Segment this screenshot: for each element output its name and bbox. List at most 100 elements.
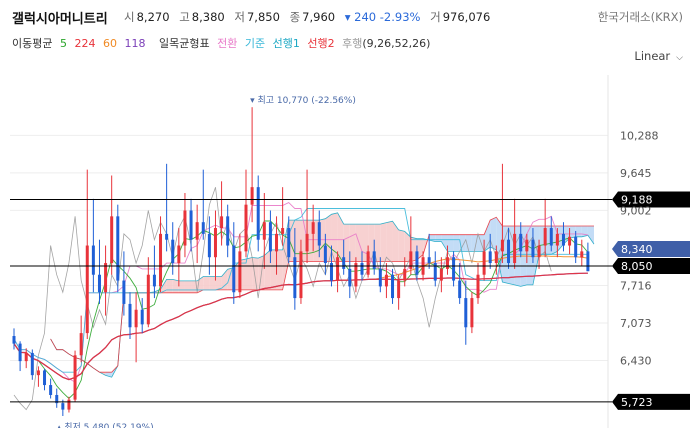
cloud-segment xyxy=(587,225,594,245)
cloud-segment xyxy=(264,249,271,290)
candle-body xyxy=(110,216,114,264)
conversion-label[interactable]: 전환 xyxy=(217,37,238,50)
cloud-segment xyxy=(294,220,301,262)
candle-body xyxy=(427,257,431,264)
cloud-segment xyxy=(471,234,478,252)
candle-body xyxy=(171,239,175,264)
candles xyxy=(12,107,590,416)
ichimoku-label[interactable]: 일목균형표 xyxy=(158,37,210,50)
ichimoku-cloud xyxy=(50,212,594,378)
span2-label[interactable]: 선행2 xyxy=(307,37,335,50)
cloud-segment xyxy=(380,222,387,262)
candle-body xyxy=(305,233,309,252)
candle-body xyxy=(580,251,584,258)
candle-body xyxy=(403,268,407,281)
lagging-label[interactable]: 후행 xyxy=(342,37,363,50)
candle-body xyxy=(397,280,401,299)
candle-body xyxy=(329,263,333,281)
ma60-label[interactable]: 60 xyxy=(102,37,117,50)
candle-body xyxy=(433,263,437,281)
annotations: ▾ 최고 10,770 (-22.56%) ▴ 최저 5,480 (52.19%) xyxy=(57,95,356,428)
candle-body xyxy=(183,210,187,246)
candle-body xyxy=(342,257,346,269)
candle-body xyxy=(79,333,83,356)
candle-body xyxy=(159,233,163,287)
candle-body xyxy=(488,251,492,264)
cloud-segment xyxy=(392,221,399,262)
candle-body xyxy=(140,309,144,325)
cloud-segment xyxy=(386,221,393,262)
candle-body xyxy=(268,222,272,252)
cloud-segment xyxy=(435,234,442,242)
candle-body xyxy=(543,228,547,246)
scale-dropdown[interactable]: Linear ⌵ xyxy=(634,49,683,63)
ma-label[interactable]: 이동평균 xyxy=(12,37,53,50)
candle-body xyxy=(275,233,279,252)
y-tick-label: 10,288 xyxy=(620,129,659,142)
candle-body xyxy=(574,236,578,258)
volume-value: 976,076 xyxy=(442,10,491,24)
candle-body xyxy=(104,263,108,293)
cloud-segment xyxy=(539,225,546,255)
cloud-segment xyxy=(557,225,564,252)
candle-body xyxy=(482,251,486,275)
candle-body xyxy=(134,309,138,328)
price-tag xyxy=(612,191,690,208)
cloud-segment xyxy=(447,234,454,252)
candle-body xyxy=(537,245,541,258)
cloud-segment xyxy=(276,249,283,290)
chevron-down-icon: ⌵ xyxy=(676,53,683,63)
candle-body xyxy=(220,216,224,229)
candle-body xyxy=(519,233,523,252)
price-tag-label: 5,723 xyxy=(621,396,653,409)
candle-body xyxy=(525,239,529,252)
cloud-segment xyxy=(178,280,185,293)
stock-header: 갤럭시아머니트리 시 8,270 고 8,380 저 7,850 종 7,960 ▾ 2… xyxy=(0,0,695,32)
candle-body xyxy=(458,280,462,299)
cloud-segment xyxy=(526,225,533,285)
change-value: ▾ 240 -2.93% xyxy=(344,10,421,24)
candle-body xyxy=(244,204,248,252)
current-price-tag xyxy=(612,241,690,258)
ma224-label[interactable]: 224 xyxy=(74,37,96,50)
cloud-segment xyxy=(246,257,253,290)
price-tag xyxy=(612,393,690,410)
candle-body xyxy=(445,257,449,269)
candle-body xyxy=(549,228,553,246)
indicator-legend[interactable]: 이동평균 5 224 60 118 일목균형표 전환 기준 선행1 선행2 후행… xyxy=(12,35,434,51)
y-tick-label: 6,430 xyxy=(620,355,652,368)
horizontal-price-lines[interactable]: 9,188 8,050 5,723 8,340 xyxy=(10,191,690,410)
candle-body xyxy=(494,251,498,264)
candle-body xyxy=(586,251,590,272)
candle-body xyxy=(360,263,364,275)
low-value: 7,850 xyxy=(246,10,280,24)
candle-body xyxy=(12,336,16,344)
ma5-label[interactable]: 5 xyxy=(59,37,67,50)
price-tag-label: 8,050 xyxy=(621,260,653,273)
cloud-segment xyxy=(331,212,338,262)
candle-body xyxy=(415,251,419,275)
y-tick-label: 9,645 xyxy=(620,167,652,180)
ma118-label[interactable]: 118 xyxy=(124,37,146,50)
cloud-segment xyxy=(343,224,350,262)
y-axis: 10,288 9,645 9,002 7,716 7,073 6,430 xyxy=(620,129,659,367)
cloud-segment xyxy=(270,249,277,290)
candle-body xyxy=(61,403,65,410)
cloud-segment xyxy=(404,231,411,262)
candle-body xyxy=(378,268,382,287)
cloud-segment xyxy=(337,212,344,262)
candle-body xyxy=(152,274,156,287)
cloud-segment xyxy=(239,258,246,290)
candle-body xyxy=(213,228,217,258)
candle-body xyxy=(55,394,59,404)
candle-body xyxy=(568,236,572,246)
candle-body xyxy=(189,210,193,240)
candle-body xyxy=(384,274,388,287)
cloud-segment xyxy=(166,279,173,293)
span1-label[interactable]: 선행1 xyxy=(272,37,300,50)
candle-body xyxy=(500,239,504,252)
candle-body xyxy=(97,274,101,293)
base-label[interactable]: 기준 xyxy=(244,37,266,50)
cloud-segment xyxy=(551,225,558,255)
